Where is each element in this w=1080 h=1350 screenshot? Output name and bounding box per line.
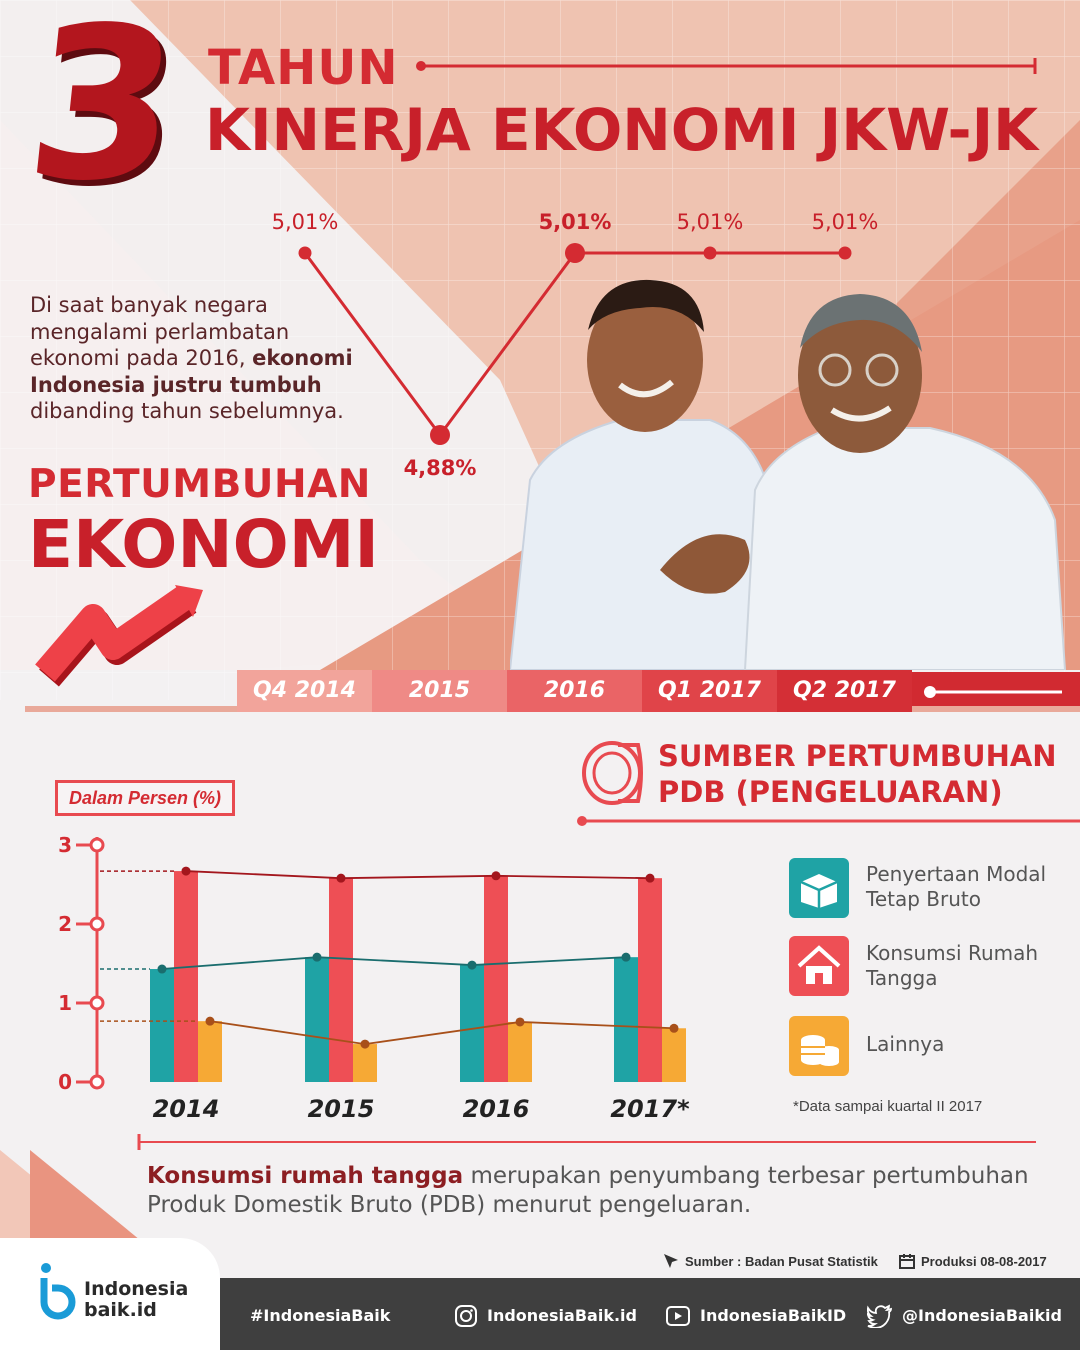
footer-hashtag[interactable]: #IndonesiaBaik bbox=[250, 1306, 391, 1325]
conclusion-text: Konsumsi rumah tangga merupakan penyumba… bbox=[147, 1163, 1029, 1218]
bar-other bbox=[353, 1044, 377, 1082]
trend-point bbox=[621, 952, 631, 962]
source-credit: Sumber : Badan Pusat Statistik bbox=[685, 1254, 878, 1269]
trend-point bbox=[467, 960, 477, 970]
coin-icon bbox=[582, 741, 643, 805]
y-tick-label: 2 bbox=[58, 912, 72, 936]
x-category-label: 2014 bbox=[153, 1095, 220, 1123]
trend-point bbox=[205, 1016, 215, 1026]
timeline-end bbox=[924, 686, 1062, 698]
trend-point bbox=[360, 1039, 370, 1049]
period-label: 2016 bbox=[507, 670, 642, 712]
legend-swatch-consumption bbox=[789, 936, 849, 996]
trend-point bbox=[669, 1023, 679, 1033]
y-tick-label: 1 bbox=[58, 991, 72, 1015]
leaders-photo bbox=[510, 279, 1067, 670]
growth-value-label: 5,01% bbox=[677, 210, 744, 234]
legend-swatch-investment bbox=[789, 858, 849, 918]
bar-other bbox=[662, 1028, 686, 1082]
bar-consumption bbox=[484, 875, 508, 1082]
period-label: Q2 2017 bbox=[777, 670, 912, 712]
growth-value-label: 5,01% bbox=[272, 210, 339, 234]
trend-line bbox=[161, 956, 627, 970]
footer-twitter[interactable]: @IndonesiaBaikid bbox=[902, 1306, 1062, 1325]
period-label: 2015 bbox=[372, 670, 507, 712]
growth-line bbox=[303, 251, 845, 438]
coins-icon bbox=[801, 1035, 839, 1066]
bar-consumption bbox=[174, 871, 198, 1082]
legend-consumption: Konsumsi Rumah Tangga bbox=[866, 941, 1039, 990]
section-title-1: PERTUMBUHAN bbox=[28, 462, 371, 507]
box-icon bbox=[800, 874, 838, 908]
trend-point bbox=[312, 952, 322, 962]
trend-point bbox=[181, 866, 191, 876]
y-axis-unit-label: Dalam Persen (%) bbox=[55, 780, 235, 816]
logo-container bbox=[0, 1238, 220, 1350]
intro-paragraph: Di saat banyak negara mengalami perlamba… bbox=[30, 293, 353, 423]
data-note: *Data sampai kuartal II 2017 bbox=[793, 1098, 983, 1115]
period-label: Q1 2017 bbox=[642, 670, 777, 712]
growth-point bbox=[703, 246, 717, 260]
trend-line bbox=[185, 870, 651, 880]
footer-youtube[interactable]: IndonesiaBaikID bbox=[700, 1306, 847, 1325]
y-tick-label: 3 bbox=[58, 833, 72, 857]
y-tick-label: 0 bbox=[58, 1070, 72, 1094]
logo-text[interactable]: Indonesia baik.id bbox=[84, 1278, 189, 1321]
footer-instagram[interactable]: IndonesiaBaik.id bbox=[487, 1306, 637, 1325]
bar-consumption bbox=[638, 878, 662, 1082]
chart-title: SUMBER PERTUMBUHAN PDB (PENGELUARAN) bbox=[658, 739, 1057, 809]
bar-investment bbox=[460, 965, 484, 1082]
twitter-icon[interactable] bbox=[867, 1304, 893, 1328]
growth-value-label: 5,01% bbox=[812, 210, 879, 234]
divider bbox=[137, 1134, 1036, 1150]
title-line-1: TAHUN bbox=[208, 40, 399, 96]
y-tick bbox=[89, 995, 105, 1011]
trend-point bbox=[645, 873, 655, 883]
growth-line-chart: 5,01% 4,88% 5,01% 5,01% 5,01% bbox=[272, 210, 879, 480]
growth-point bbox=[298, 246, 312, 260]
house-icon bbox=[797, 945, 841, 984]
x-category-label: 2016 bbox=[463, 1095, 530, 1123]
x-category-label: 2015 bbox=[308, 1095, 375, 1123]
x-category-label: 2017* bbox=[610, 1095, 690, 1123]
growth-point bbox=[430, 425, 450, 445]
legend-other: Lainnya bbox=[866, 1032, 945, 1056]
bar-investment bbox=[305, 957, 329, 1082]
y-tick bbox=[89, 837, 105, 853]
production-date: Produksi 08-08-2017 bbox=[921, 1254, 1047, 1269]
bar-investment bbox=[150, 969, 174, 1082]
trend-line bbox=[209, 1020, 675, 1045]
y-tick bbox=[89, 916, 105, 932]
section-title-2: EKONOMI bbox=[28, 506, 379, 583]
growth-point bbox=[838, 246, 852, 260]
bar-other bbox=[508, 1021, 532, 1082]
y-tick bbox=[89, 1074, 105, 1090]
legend-swatch-other bbox=[789, 1016, 849, 1076]
pdb-bar-chart: 0 1 2 3 2014 2015 2016 2017* bbox=[58, 833, 690, 1123]
legend-investment: Penyertaan Modal Tetap Bruto bbox=[866, 862, 1047, 911]
title-line-2: KINERJA EKONOMI JKW-JK bbox=[205, 96, 1039, 164]
growth-value-label: 4,88% bbox=[404, 456, 477, 480]
trend-point bbox=[336, 873, 346, 883]
growth-value-label: 5,01% bbox=[539, 210, 612, 234]
trend-point bbox=[515, 1017, 525, 1027]
source-icon bbox=[664, 1254, 678, 1268]
trend-point bbox=[491, 871, 501, 881]
instagram-icon[interactable] bbox=[454, 1304, 478, 1328]
bar-consumption bbox=[329, 878, 353, 1082]
trend-point bbox=[157, 964, 167, 974]
growth-point bbox=[565, 243, 585, 263]
title-rule bbox=[416, 58, 1037, 74]
indonesiabaik-logo-icon[interactable] bbox=[38, 1262, 80, 1322]
bar-other bbox=[198, 1021, 222, 1082]
growth-arrow-icon bbox=[35, 585, 203, 687]
youtube-icon[interactable] bbox=[665, 1304, 691, 1328]
bar-investment bbox=[614, 957, 638, 1082]
calendar-icon bbox=[899, 1254, 915, 1269]
title-rule-2 bbox=[577, 816, 1080, 826]
period-label: Q4 2014 bbox=[237, 670, 372, 712]
